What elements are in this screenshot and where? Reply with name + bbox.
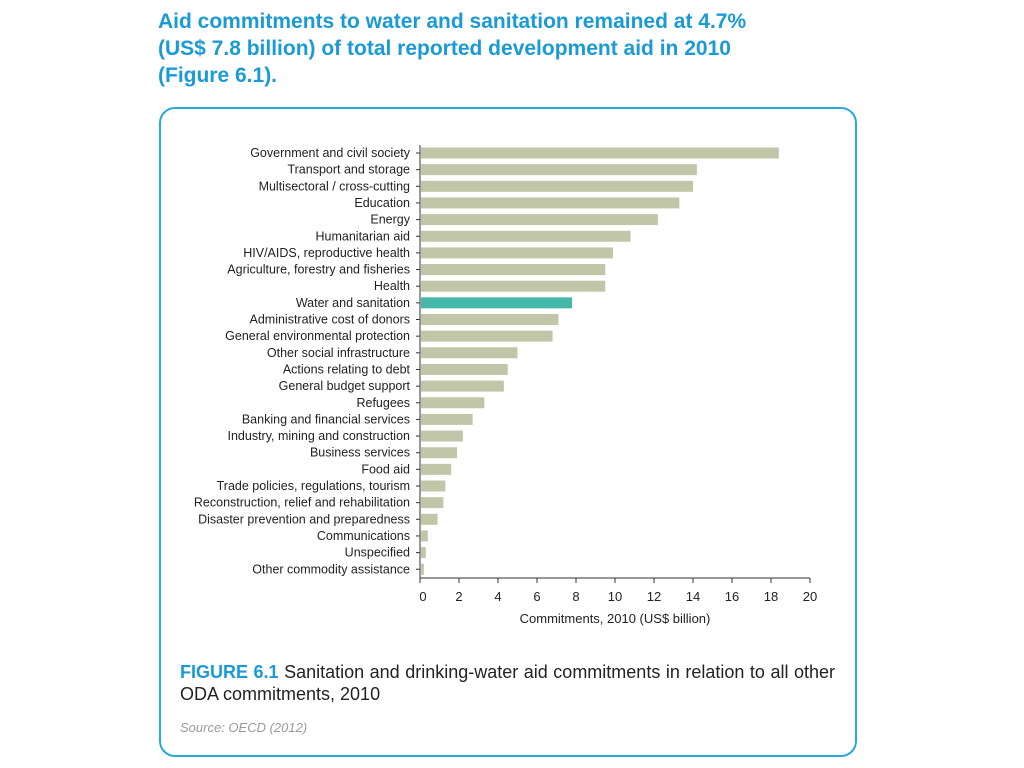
x-axis-title: Commitments, 2010 (US$ billion) — [520, 611, 711, 626]
bar — [421, 214, 658, 226]
category-label: Industry, mining and construction — [227, 429, 410, 443]
category-label: Multisectoral / cross-cutting — [259, 179, 410, 193]
figure-panel — [159, 107, 857, 757]
headline: Aid commitments to water and sanitation … — [158, 8, 918, 89]
x-tick-label: 0 — [419, 589, 426, 604]
figure-caption: FIGURE 6.1 Sanitation and drinking-water… — [180, 661, 835, 705]
category-label: Food aid — [361, 462, 410, 476]
category-label: Business services — [310, 446, 410, 460]
bar — [421, 497, 444, 509]
x-tick-label: 8 — [572, 589, 579, 604]
category-label: HIV/AIDS, reproductive health — [243, 246, 410, 260]
category-label: Reconstruction, relief and rehabilitatio… — [194, 496, 410, 510]
category-label: General environmental protection — [225, 329, 410, 343]
category-label: Other commodity assistance — [252, 562, 410, 576]
x-tick-label: 12 — [647, 589, 661, 604]
x-tick-label: 4 — [494, 589, 501, 604]
category-label: Government and civil society — [250, 146, 411, 160]
category-label: Banking and financial services — [242, 412, 410, 426]
bar — [421, 197, 680, 209]
bar-highlight — [421, 297, 573, 309]
category-label: Disaster prevention and preparedness — [198, 512, 410, 526]
bar — [421, 230, 631, 242]
bar — [421, 314, 559, 325]
bar — [421, 413, 473, 425]
bar — [421, 280, 606, 292]
bar — [421, 463, 452, 475]
bar — [421, 380, 504, 392]
bar — [421, 330, 553, 342]
category-label: Communications — [317, 529, 410, 543]
bar — [421, 164, 697, 176]
bar — [421, 430, 463, 442]
category-label: Health — [374, 279, 410, 293]
bar — [421, 563, 424, 575]
x-tick-label: 14 — [686, 589, 700, 604]
category-label: Transport and storage — [287, 163, 410, 177]
x-tick-label: 16 — [725, 589, 739, 604]
x-tick-label: 6 — [533, 589, 540, 604]
bar — [421, 180, 693, 192]
figure-label: FIGURE 6.1 — [180, 662, 279, 682]
bar — [421, 480, 446, 492]
category-label: Administrative cost of donors — [250, 313, 411, 327]
x-tick-label: 20 — [803, 589, 817, 604]
x-tick-label: 2 — [455, 589, 462, 604]
figure-caption-text: Sanitation and drinking-water aid commit… — [180, 662, 835, 704]
bar — [421, 547, 426, 559]
category-label: General budget support — [279, 379, 411, 393]
category-label: Education — [354, 196, 410, 210]
headline-line-3: (Figure 6.1). — [158, 64, 278, 87]
bar — [421, 513, 438, 525]
bar — [421, 147, 779, 159]
bar — [421, 347, 518, 359]
category-label: Humanitarian aid — [316, 229, 411, 243]
bar — [421, 530, 428, 542]
source-note: Source: OECD (2012) — [180, 720, 308, 735]
category-label: Refugees — [356, 396, 410, 410]
x-tick-label: 10 — [608, 589, 622, 604]
bar — [421, 397, 485, 409]
category-label: Actions relating to debt — [283, 362, 411, 376]
category-label: Energy — [370, 213, 410, 227]
headline-line-2: (US$ 7.8 billion) of total reported deve… — [158, 37, 731, 60]
category-label: Trade policies, regulations, tourism — [217, 479, 410, 493]
category-label: Other social infrastructure — [267, 346, 410, 360]
category-label: Agriculture, forestry and fisheries — [227, 263, 410, 277]
bar — [421, 247, 614, 259]
bar — [421, 264, 606, 276]
category-label: Water and sanitation — [296, 296, 410, 310]
bar — [421, 447, 458, 459]
x-tick-label: 18 — [764, 589, 778, 604]
category-label: Unspecified — [345, 546, 410, 560]
headline-line-1: Aid commitments to water and sanitation … — [158, 10, 747, 33]
bar — [421, 363, 508, 375]
